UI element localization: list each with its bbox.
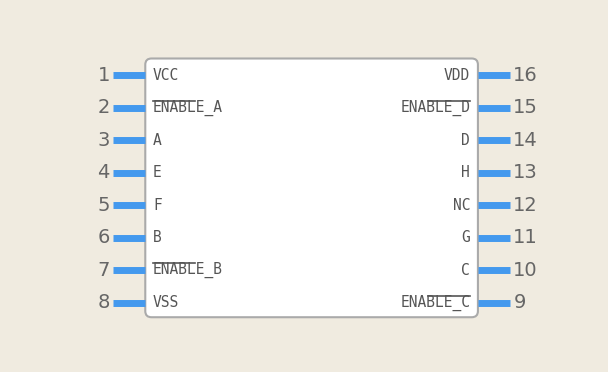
Text: D: D (461, 133, 470, 148)
Text: 11: 11 (513, 228, 538, 247)
FancyBboxPatch shape (145, 58, 478, 317)
Text: 6: 6 (97, 228, 110, 247)
Text: NC: NC (453, 198, 470, 213)
Text: 13: 13 (513, 163, 538, 182)
Text: ENABLE_A: ENABLE_A (153, 100, 223, 116)
Text: 1: 1 (97, 66, 110, 85)
Text: E: E (153, 165, 162, 180)
Text: 5: 5 (97, 196, 110, 215)
Text: VSS: VSS (153, 295, 179, 310)
Text: B: B (153, 230, 162, 245)
Text: G: G (461, 230, 470, 245)
Text: 2: 2 (97, 98, 110, 118)
Text: ENABLE_B: ENABLE_B (153, 262, 223, 278)
Text: 4: 4 (97, 163, 110, 182)
Text: ENABLE_D: ENABLE_D (400, 100, 470, 116)
Text: VCC: VCC (153, 68, 179, 83)
Text: C: C (461, 263, 470, 278)
Text: 14: 14 (513, 131, 538, 150)
Text: 15: 15 (513, 98, 538, 118)
Text: 3: 3 (97, 131, 110, 150)
Text: 9: 9 (513, 293, 526, 312)
Text: VDD: VDD (444, 68, 470, 83)
Text: ENABLE_C: ENABLE_C (400, 295, 470, 311)
Text: 12: 12 (513, 196, 538, 215)
Text: 10: 10 (513, 261, 538, 280)
Text: F: F (153, 198, 162, 213)
Text: 8: 8 (97, 293, 110, 312)
Text: A: A (153, 133, 162, 148)
Text: H: H (461, 165, 470, 180)
Text: 16: 16 (513, 66, 538, 85)
Text: 7: 7 (97, 261, 110, 280)
